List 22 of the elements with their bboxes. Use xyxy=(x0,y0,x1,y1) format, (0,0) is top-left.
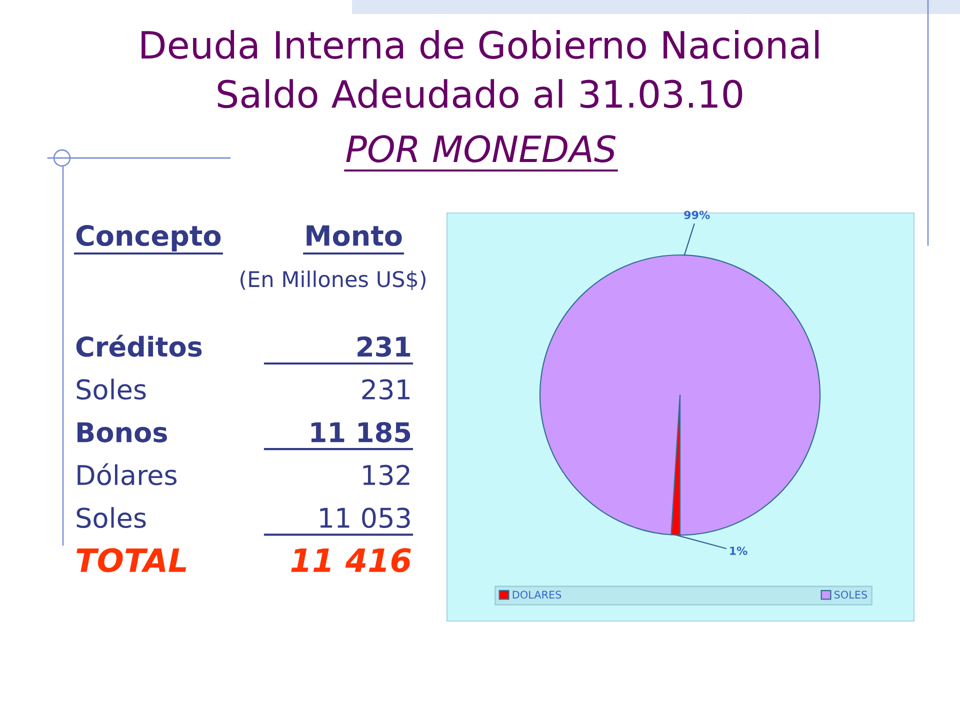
category-label: Bonos xyxy=(77,422,167,442)
data-label: 11 416 xyxy=(291,548,411,572)
category-label: TOTAL xyxy=(76,548,186,572)
category-label: Soles xyxy=(76,378,146,400)
data-label: 132 xyxy=(363,464,410,486)
data-label: 1% xyxy=(730,546,748,555)
data-label: 99% xyxy=(684,210,710,220)
category-label: Soles xyxy=(76,507,146,528)
pie-slice xyxy=(539,254,821,536)
category-label: Créditos xyxy=(76,334,202,357)
data-label: 231 xyxy=(358,336,410,357)
data-label: 11 185 xyxy=(311,422,410,442)
text: Deuda Interna de Gobierno Nacional Saldo Adeudado al 31.03.10 xyxy=(142,30,819,108)
category-label: Dólares xyxy=(78,463,177,486)
legend-label: DOLARES xyxy=(512,590,562,599)
legend-label: SOLES xyxy=(834,590,868,599)
data-label: 231 xyxy=(362,379,410,400)
text: Concepto xyxy=(76,225,221,252)
text: POR MONEDAS xyxy=(346,135,616,162)
data-label: 11 053 xyxy=(320,508,410,528)
text: Monto xyxy=(306,225,402,246)
text: (En Millones US$) xyxy=(240,270,426,290)
